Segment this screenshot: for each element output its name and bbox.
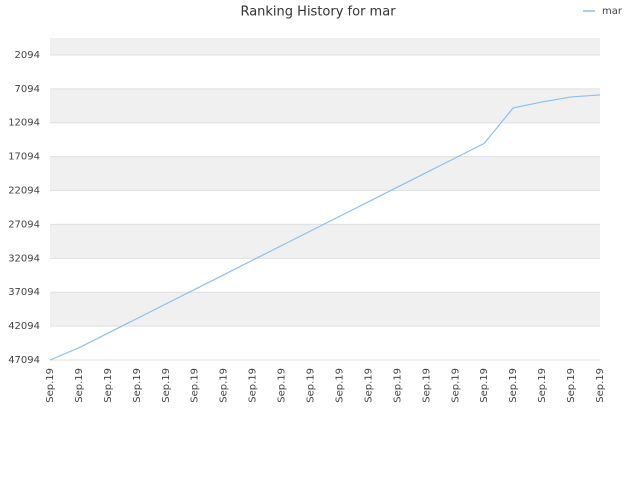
x-tick-label: Sep.19	[74, 368, 85, 403]
x-tick-label: Sep.19	[248, 368, 259, 403]
y-tick-label: 2094	[15, 50, 40, 61]
line-series	[49, 94, 601, 361]
x-tick-label: Sep.19	[508, 368, 519, 403]
x-tick-label: Sep.19	[45, 368, 56, 403]
plot-band	[50, 88, 600, 123]
plot-band	[50, 156, 600, 191]
x-tick-label: Sep.19	[103, 368, 114, 403]
x-tick-label: Sep.19	[306, 368, 317, 403]
x-tick-label: Sep.19	[190, 368, 201, 403]
x-tick-label: Sep.19	[421, 368, 432, 403]
y-tick-label: 22094	[8, 186, 40, 197]
y-tick-label: 17094	[8, 152, 40, 163]
x-tick-label: Sep.19	[277, 368, 288, 403]
y-tick-label: 37094	[8, 287, 40, 298]
x-tick-label: Sep.19	[479, 368, 490, 403]
y-tick-label: 12094	[8, 118, 40, 129]
x-tick-label: Sep.19	[392, 368, 403, 403]
x-tick-label: Sep.19	[566, 368, 577, 403]
x-tick-label: Sep.19	[363, 368, 374, 403]
x-tick-label: Sep.19	[219, 368, 230, 403]
x-tick-label: Sep.19	[595, 368, 606, 403]
x-tick-label: Sep.19	[450, 368, 461, 403]
x-tick-label: Sep.19	[161, 368, 172, 403]
plot-band	[50, 38, 600, 55]
y-tick-label: 32094	[8, 253, 40, 264]
y-tick-label: 42094	[8, 321, 40, 332]
legend-label: mar	[602, 6, 623, 17]
y-tick-label: 27094	[8, 219, 40, 230]
x-tick-label: Sep.19	[132, 368, 143, 403]
y-tick-label: 7094	[15, 84, 40, 95]
plot-band	[50, 224, 600, 259]
y-tick-label: 47094	[8, 355, 40, 366]
x-tick-label: Sep.19	[537, 368, 548, 403]
plot-band	[50, 292, 600, 327]
chart-title: Ranking History for mar	[240, 5, 396, 20]
x-tick-label: Sep.19	[334, 368, 345, 403]
